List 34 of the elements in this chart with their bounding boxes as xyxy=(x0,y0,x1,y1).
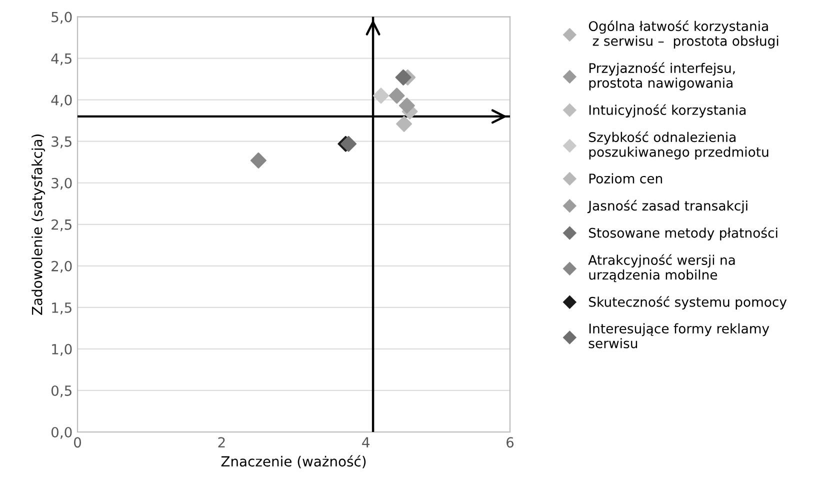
point xyxy=(373,88,389,104)
point xyxy=(395,69,412,86)
legend-label: Atrakcyjność wersji na urządzenia mobilne xyxy=(588,254,735,282)
legend-label: Interesujące formy reklamy serwisu xyxy=(588,323,770,348)
y-tick-label: 2,5 xyxy=(52,219,72,232)
y-tick-label: 0,0 xyxy=(51,426,72,439)
legend-label: Szybkość odnalezienia poszukiwanego przedmiotu xyxy=(589,131,768,160)
x-tick-label: 0 xyxy=(74,437,82,448)
point xyxy=(396,116,412,132)
legend-label: Poziom cen xyxy=(589,173,662,184)
legend-label: Skuteczność systemu pomocy xyxy=(589,296,787,310)
y-tick-label: 3,0 xyxy=(52,178,72,190)
y-tick-label: 1,5 xyxy=(52,302,72,314)
x-axis-title: Znaczenie (ważność) xyxy=(221,455,366,468)
y-tick-label: 4,0 xyxy=(51,94,72,107)
point xyxy=(398,98,415,114)
point xyxy=(340,136,357,152)
y-axis-title: Zadowolenie (satysfakcja) xyxy=(32,134,46,315)
y-tick-label: 3,5 xyxy=(52,136,72,148)
legend-label: Jasność zasad transakcji xyxy=(587,200,748,214)
y-tick-label: 4,5 xyxy=(51,53,72,66)
legend-label: Intuicyjność korzystania xyxy=(589,104,746,118)
x-tick-label: 6 xyxy=(506,437,514,448)
x-tick-label: 2 xyxy=(218,437,225,448)
legend-label: Stosowane metody płatności xyxy=(589,227,778,240)
point xyxy=(250,152,266,168)
point xyxy=(388,88,405,104)
y-tick-label: 2,0 xyxy=(52,260,72,273)
legend-label: Ogólna łatwość korzystania z serwisu – prostota obsługi xyxy=(588,20,778,48)
y-tick-label: 0,5 xyxy=(51,385,72,398)
x-tick-label: 4 xyxy=(362,437,370,448)
y-tick-label: 5,0 xyxy=(52,12,72,24)
y-tick-label: 1,0 xyxy=(52,344,72,356)
legend-label: Przyjazność interfejsu, prostota nawigowania xyxy=(589,62,735,90)
